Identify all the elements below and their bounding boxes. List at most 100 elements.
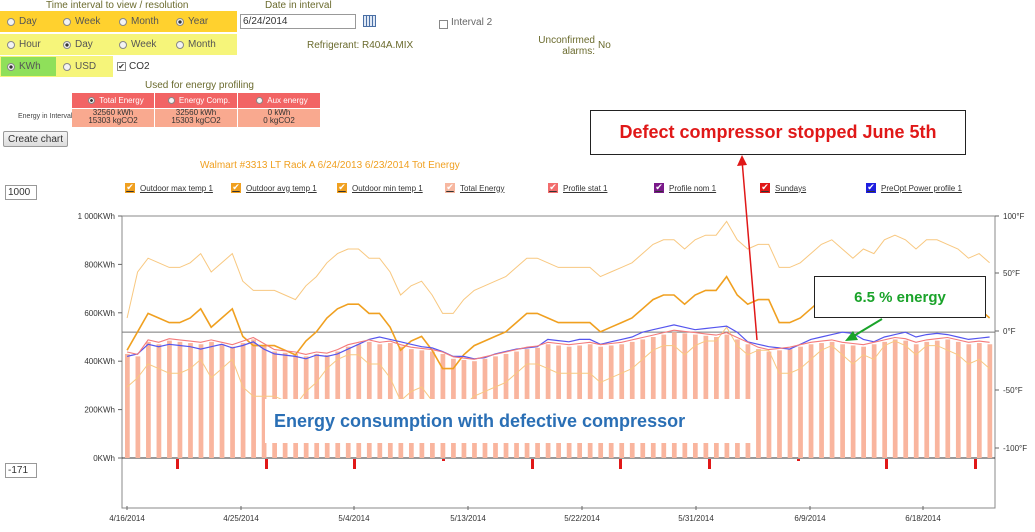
- y-tick-label: 1 000KWh: [78, 212, 115, 221]
- legend-check-icon[interactable]: ✔: [445, 182, 455, 193]
- calendar-icon[interactable]: [363, 15, 376, 27]
- legend-label: PreOpt Power profile 1: [881, 183, 962, 193]
- energy-bar: [777, 350, 782, 458]
- co2-label: CO2: [129, 61, 150, 72]
- kwh-value: 0 kWh: [267, 108, 291, 117]
- legend-check-icon[interactable]: ✔: [654, 182, 664, 193]
- legend-check-icon[interactable]: ✔: [231, 182, 241, 193]
- sunday-marker: [353, 459, 356, 469]
- radio-icon[interactable]: [256, 97, 264, 104]
- unconfirmed-alarms-label: Unconfirmed alarms:: [538, 35, 595, 57]
- radio-icon[interactable]: [119, 17, 127, 26]
- energy-bar: [966, 344, 972, 458]
- resolution-option-month[interactable]: Month: [170, 35, 226, 54]
- legend-item-5[interactable]: ✔ Profile nom 1: [654, 183, 716, 193]
- interval2-label: Interval 2: [451, 17, 493, 28]
- radio-icon[interactable]: [63, 62, 71, 71]
- co2-checkbox[interactable]: ✔ CO2: [117, 61, 150, 72]
- energy-bar: [829, 341, 835, 458]
- energy-bar: [850, 345, 856, 458]
- legend-item-2[interactable]: ✔ Outdoor min temp 1: [337, 183, 423, 193]
- energy-bar: [177, 341, 183, 458]
- unit-option-label: KWh: [19, 61, 41, 72]
- legend-check-icon[interactable]: ✔: [337, 182, 347, 193]
- energy-bar: [230, 346, 235, 458]
- resolution-option-day[interactable]: Day: [57, 35, 113, 54]
- interval-option-year[interactable]: Year: [170, 12, 226, 31]
- unit-option-usd[interactable]: USD: [57, 57, 112, 76]
- legend-item-4[interactable]: ✔ Profile stat 1: [548, 183, 607, 193]
- radio-icon[interactable]: [7, 62, 15, 71]
- energy-bar: [882, 341, 888, 458]
- radio-icon[interactable]: [7, 40, 15, 49]
- resolution-option-week[interactable]: Week: [113, 35, 169, 54]
- energy-in-interval-label: Energy in Interval: [18, 113, 73, 120]
- y2-tick-label: 50°F: [1003, 269, 1020, 278]
- energy-bar: [240, 343, 246, 458]
- legend-check-icon[interactable]: ✔: [125, 182, 135, 193]
- radio-icon[interactable]: [176, 17, 184, 26]
- defect-arrow-head: [737, 155, 747, 166]
- legend-item-0[interactable]: ✔ Outdoor max temp 1: [125, 183, 213, 193]
- sunday-marker: [176, 459, 179, 469]
- x-tick-label: 6/9/2014: [794, 514, 826, 523]
- interval2-checkbox[interactable]: [439, 16, 448, 34]
- checkbox-icon[interactable]: ✔: [117, 62, 126, 71]
- legend-check-icon[interactable]: ✔: [548, 182, 558, 193]
- radio-icon[interactable]: [63, 40, 71, 49]
- sunday-marker: [531, 459, 534, 469]
- date-input[interactable]: 6/24/2014: [240, 14, 356, 29]
- energy-bar: [945, 339, 951, 458]
- resolution-option-label: Week: [131, 39, 157, 50]
- x-tick-label: 6/18/2014: [905, 514, 941, 523]
- legend-item-6[interactable]: ✔ Sundays: [760, 183, 806, 193]
- defect-annotation-text: Defect compressor stopped June 5th: [619, 122, 937, 142]
- create-chart-button[interactable]: Create chart: [3, 131, 68, 147]
- energy-bar: [251, 339, 256, 458]
- profiling-title: Used for energy profiling: [145, 80, 254, 91]
- energy-bar: [787, 349, 793, 458]
- interval-option-day[interactable]: Day: [1, 12, 57, 31]
- interval-title: Time interval to view / resolution: [46, 0, 189, 11]
- co2-value: 15303 kgCO2: [88, 116, 138, 125]
- y2-tick-label: -50°F: [1003, 386, 1023, 395]
- radio-icon[interactable]: [88, 97, 96, 104]
- energy-bar: [756, 349, 761, 458]
- legend-label: Outdoor avg temp 1: [246, 183, 317, 193]
- profiling-option-label: Total Energy: [99, 96, 144, 105]
- radio-icon[interactable]: [7, 17, 15, 26]
- x-tick-label: 5/13/2014: [450, 514, 486, 523]
- legend-check-icon[interactable]: ✔: [866, 182, 876, 193]
- x-tick-label: 4/16/2014: [109, 514, 145, 523]
- ymax-input[interactable]: 1000: [5, 185, 37, 200]
- profiling-option-1[interactable]: Energy Comp.: [155, 93, 237, 108]
- interval-option-month[interactable]: Month: [113, 12, 169, 31]
- energy-bar: [125, 353, 130, 458]
- x-tick-label: 5/4/2014: [338, 514, 370, 523]
- interval-option-week[interactable]: Week: [57, 12, 113, 31]
- interval-option-label: Year: [188, 16, 209, 27]
- radio-icon[interactable]: [119, 40, 127, 49]
- profiling-option-2[interactable]: Aux energy: [238, 93, 320, 108]
- unconfirmed-alarms-value: No: [598, 40, 611, 51]
- legend-item-7[interactable]: ✔ PreOpt Power profile 1: [866, 183, 962, 193]
- ymin-input[interactable]: -171: [5, 463, 37, 478]
- legend-item-3[interactable]: ✔ Total Energy: [445, 183, 504, 193]
- resolution-option-label: Day: [75, 39, 93, 50]
- resolution-option-hour[interactable]: Hour: [1, 35, 57, 54]
- saving-arrow-head: [845, 331, 858, 341]
- refrigerant-label: Refrigerant: R404A.MIX: [307, 40, 414, 51]
- energy-bar: [987, 344, 993, 458]
- x-tick-label: 5/22/2014: [564, 514, 600, 523]
- defect-arrow: [741, 159, 758, 341]
- radio-icon[interactable]: [176, 40, 184, 49]
- radio-icon[interactable]: [167, 97, 175, 104]
- legend-check-icon[interactable]: ✔: [760, 182, 770, 193]
- unit-option-kwh[interactable]: KWh: [1, 57, 56, 76]
- legend-item-1[interactable]: ✔ Outdoor avg temp 1: [231, 183, 317, 193]
- energy-bar: [892, 339, 898, 458]
- profiling-option-0[interactable]: Total Energy: [72, 93, 154, 108]
- legend-label: Outdoor max temp 1: [140, 183, 213, 193]
- x-tick-label: 5/31/2014: [678, 514, 714, 523]
- radio-icon[interactable]: [63, 17, 71, 26]
